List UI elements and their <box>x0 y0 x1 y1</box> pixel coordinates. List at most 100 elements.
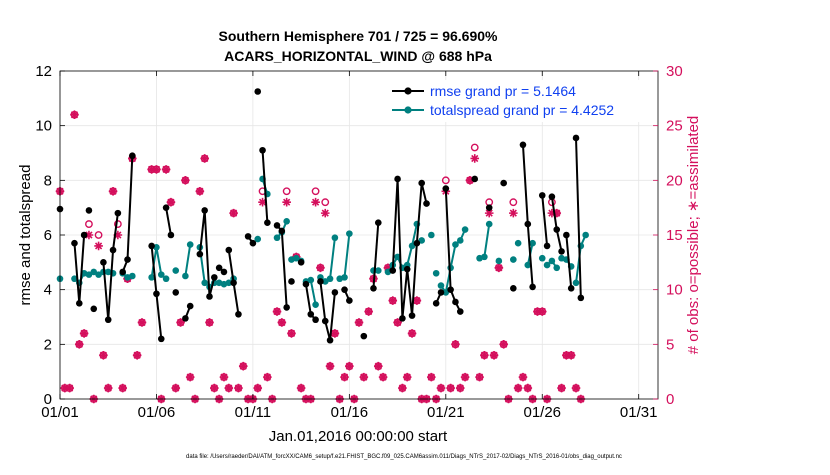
spread-point <box>572 279 580 287</box>
obs-assimilated-marker <box>562 350 571 360</box>
spread-point <box>553 264 561 272</box>
rmse-point <box>553 226 561 233</box>
y-axis-label-right: # of obs: o=possible; ∗=assimilated <box>685 116 702 355</box>
rmse-point <box>524 220 532 228</box>
spread-point <box>326 275 334 283</box>
x-tick-label: 01/31 <box>620 404 658 421</box>
obs-assimilated-marker <box>557 383 566 393</box>
y-tick-label-right: 15 <box>666 227 683 244</box>
rmse-line-segment <box>372 222 380 289</box>
legend-rmse-label: rmse grand pr = 5.1464 <box>430 83 576 99</box>
rmse-line-segment <box>541 195 549 247</box>
rmse-point <box>317 278 324 285</box>
x-tick-label: 01/16 <box>331 404 369 421</box>
spread-point <box>90 268 98 276</box>
obs-assimilated-marker <box>470 154 480 163</box>
rmse-point <box>346 297 353 304</box>
y-tick-label-right: 25 <box>666 118 683 135</box>
rmse-point <box>360 332 368 340</box>
spread-point <box>201 279 208 287</box>
rmse-point <box>418 179 425 187</box>
rmse-point <box>211 274 218 281</box>
rmse-point <box>80 231 88 239</box>
obs-assimilated-marker <box>171 383 181 393</box>
rmse-point <box>264 219 271 226</box>
obs-assimilated-marker <box>277 318 287 327</box>
obs-assimilated-marker <box>74 340 84 349</box>
obs-assimilated-marker <box>181 176 190 185</box>
obs-assimilated-marker <box>60 383 70 393</box>
obs-assimilated-marker <box>402 372 412 382</box>
obs-assimilated-marker <box>398 383 407 393</box>
y-tick-label-right: 5 <box>666 336 674 353</box>
obs-assimilated-marker <box>229 208 238 218</box>
obs-possible-marker <box>282 187 291 196</box>
obs-possible-marker <box>441 176 450 185</box>
spread-point <box>254 235 262 243</box>
rmse-line-segment <box>391 178 428 319</box>
rmse-point <box>225 246 233 254</box>
rmse-point <box>510 285 517 292</box>
obs-assimilated-marker <box>499 340 508 349</box>
spread-point <box>418 237 425 244</box>
rmse-point <box>259 146 266 154</box>
spread-point <box>346 230 353 237</box>
obs-assimilated-marker <box>99 350 108 360</box>
rmse-line-segment <box>565 234 573 289</box>
rmse-point <box>220 268 228 276</box>
rmse-point <box>148 242 155 250</box>
obs-assimilated-marker <box>566 350 576 360</box>
rmse-line-segment <box>102 213 119 320</box>
obs-assimilated-marker <box>272 307 282 316</box>
spread-point <box>374 267 382 274</box>
obs-assimilated-marker <box>84 230 94 240</box>
rmse-line-segment <box>575 137 582 298</box>
obs-assimilated-marker <box>373 361 383 371</box>
spread-point <box>481 253 488 261</box>
spread-point <box>408 242 416 250</box>
spread-point <box>437 282 445 289</box>
obs-assimilated-marker <box>359 372 369 382</box>
rmse-point <box>153 290 160 298</box>
obs-assimilated-marker <box>103 383 113 393</box>
x-tick-label: 01/06 <box>138 404 176 421</box>
obs-assimilated-marker <box>547 208 557 218</box>
spread-point <box>514 239 522 247</box>
obs-assimilated-marker <box>316 263 325 273</box>
spread-point <box>95 271 102 278</box>
obs-possible-marker <box>85 220 93 228</box>
obs-assimilated-marker <box>383 263 393 273</box>
obs-assimilated-marker <box>480 350 489 360</box>
rmse-point <box>109 246 117 254</box>
spread-point <box>157 271 165 278</box>
obs-assimilated-marker <box>287 329 296 338</box>
rmse-point <box>157 335 165 343</box>
obs-assimilated-marker <box>451 340 460 349</box>
chart-title-line1: Southern Hemisphere 701 / 725 = 96.690% <box>219 28 499 44</box>
obs-assimilated-marker <box>253 383 263 393</box>
obs-assimilated-marker <box>533 307 542 316</box>
obs-assimilated-marker <box>330 329 340 338</box>
obs-possible-marker <box>311 187 320 196</box>
y-tick-label-left: 8 <box>44 172 52 189</box>
rmse-point <box>538 192 546 199</box>
rmse-point <box>196 250 204 258</box>
obs-assimilated-marker <box>340 372 349 382</box>
obs-assimilated-marker <box>489 350 499 360</box>
obs-assimilated-marker <box>465 176 475 185</box>
rmse-point <box>548 193 556 201</box>
obs-assimilated-marker <box>455 383 465 393</box>
obs-assimilated-marker <box>325 361 335 371</box>
spread-point <box>283 218 290 225</box>
obs-assimilated-marker <box>282 197 291 207</box>
rmse-line-segment <box>444 188 462 312</box>
obs-assimilated-marker <box>166 197 176 207</box>
spread-point <box>307 276 315 284</box>
rmse-point <box>186 302 194 310</box>
rmse-point <box>341 286 348 293</box>
y-tick-label-left: 0 <box>44 391 52 408</box>
rmse-point <box>456 308 464 315</box>
y-tick-label-left: 10 <box>35 118 52 135</box>
legend-box <box>384 80 646 122</box>
